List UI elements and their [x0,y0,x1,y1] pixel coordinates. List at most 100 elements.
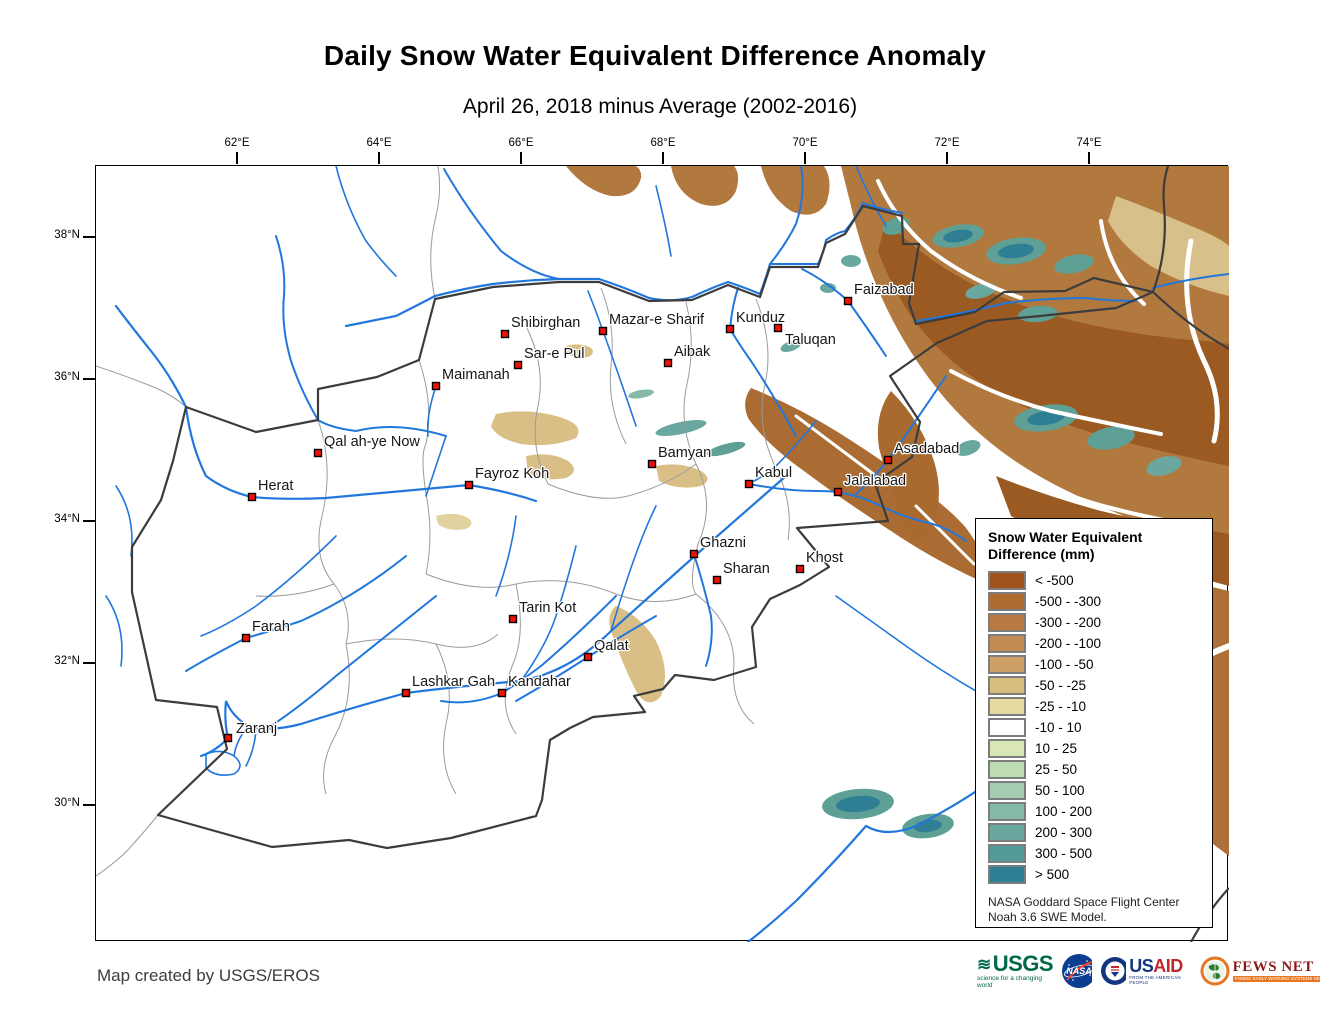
city: Ghazni [689,534,747,559]
fews-globe-icon [1200,956,1230,986]
legend-swatch [988,844,1026,863]
city: Asadabad [883,440,961,465]
city-label: Lashkar Gah [412,674,495,690]
city: Lashkar Gah [401,673,496,698]
city-marker [583,652,593,662]
legend-label: 300 - 500 [1035,846,1093,861]
city-label: Fayroz Koh [475,466,549,482]
city: Qalat [583,637,630,662]
legend-swatch [988,739,1026,758]
city-marker [241,633,251,643]
city-label: Sharan [723,561,770,577]
lon-tick [946,152,948,164]
city-marker [663,358,673,368]
legend-label: -300 - -200 [1035,615,1102,630]
legend-swatch [988,592,1026,611]
legend-label: -200 - -100 [1035,636,1102,651]
city-marker [843,296,853,306]
city-label: Qal ah-ye Now [324,434,420,450]
city: Mazar-e Sharif [598,311,706,336]
legend-item: < -500 [988,570,1204,591]
lat-tick-label: 34°N [54,513,80,525]
legend-label: 100 - 200 [1035,804,1093,819]
city: Sar-e Pul [513,345,586,370]
usgs-wave-icon: ≋ [977,954,991,974]
lon-tick [804,152,806,164]
city-marker [833,487,843,497]
lat-tick [83,378,95,380]
legend-item: -100 - -50 [988,654,1204,675]
city: Herat [247,477,295,502]
city-label: Faizabad [854,282,914,298]
city-marker [598,326,608,336]
city-label: Kunduz [736,310,785,326]
city: Farah [241,618,291,643]
city-label: Kabul [755,465,792,481]
city-marker [689,549,699,559]
city-label: Herat [258,478,293,494]
city-marker [883,455,893,465]
page-title: Daily Snow Water Equivalent Difference A… [323,40,987,71]
legend: Snow Water Equivalent Difference (mm) < … [975,518,1213,928]
legend-item: -10 - 10 [988,717,1204,738]
city: Kandahar [497,673,572,698]
legend-item: 10 - 25 [988,738,1204,759]
city-marker [647,459,657,469]
usgs-tagline: science for a changing world [977,975,1043,989]
legend-label: -100 - -50 [1035,657,1094,672]
lon-tick [1088,152,1090,164]
legend-label: -500 - -300 [1035,594,1102,609]
lon-tick [662,152,664,164]
city-marker [497,688,507,698]
legend-item: 25 - 50 [988,759,1204,780]
lat-tick-label: 32°N [54,655,80,667]
lat-tick [83,520,95,522]
city-label: Khost [806,550,843,566]
legend-note: NASA Goddard Space Flight Center Noah 3.… [988,895,1180,924]
legend-item: -200 - -100 [988,633,1204,654]
legend-swatch [988,823,1026,842]
city-label: Sar-e Pul [524,346,584,362]
lat-tick-label: 36°N [54,371,80,383]
city: Bamyan [647,444,713,469]
city-marker [401,688,411,698]
city-label: Jalalabad [844,473,906,489]
legend-label: -25 - -10 [1035,699,1087,714]
lon-tick [378,152,380,164]
legend-item: -25 - -10 [988,696,1204,717]
legend-swatch [988,571,1026,590]
lon-tick-label: 66°E [508,137,534,149]
city-marker [464,480,474,490]
usaid-seal-icon [1101,957,1127,985]
city: Qal ah-ye Now [313,433,422,458]
legend-label: 25 - 50 [1035,762,1078,777]
legend-item: -500 - -300 [988,591,1204,612]
legend-swatch [988,613,1026,632]
legend-items: < -500 -500 - -300 -300 - -200 -200 - -100 -… [988,570,1204,885]
city-marker [712,575,722,585]
legend-swatch [988,781,1026,800]
city: Khost [795,549,844,574]
legend-label: 200 - 300 [1035,825,1093,840]
lat-tick-label: 38°N [54,229,80,241]
lat-tick [83,236,95,238]
city-marker [223,733,233,743]
city-label: Farah [252,619,290,635]
lat-tick [83,662,95,664]
city: Kunduz [725,309,786,334]
usaid-wordmark: USAID [1129,956,1183,976]
city: Tarin Kot [508,599,578,624]
lat-tick [83,804,95,806]
city-marker [500,329,510,339]
legend-item: 300 - 500 [988,843,1204,864]
legend-swatch [988,655,1026,674]
city-label: Qalat [594,638,629,654]
city-label: Tarin Kot [519,600,576,616]
lon-tick-label: 64°E [366,137,392,149]
city-label: Ghazni [700,535,746,551]
city-label: Zaranj [236,721,277,737]
nasa-logo: NASA [1062,954,1093,988]
city-label: Asadabad [894,441,959,457]
fewsnet-logo: FEWS NET FAMINE EARLY WARNING SYSTEMS NE… [1200,956,1320,986]
lon-tick-label: 70°E [792,137,818,149]
